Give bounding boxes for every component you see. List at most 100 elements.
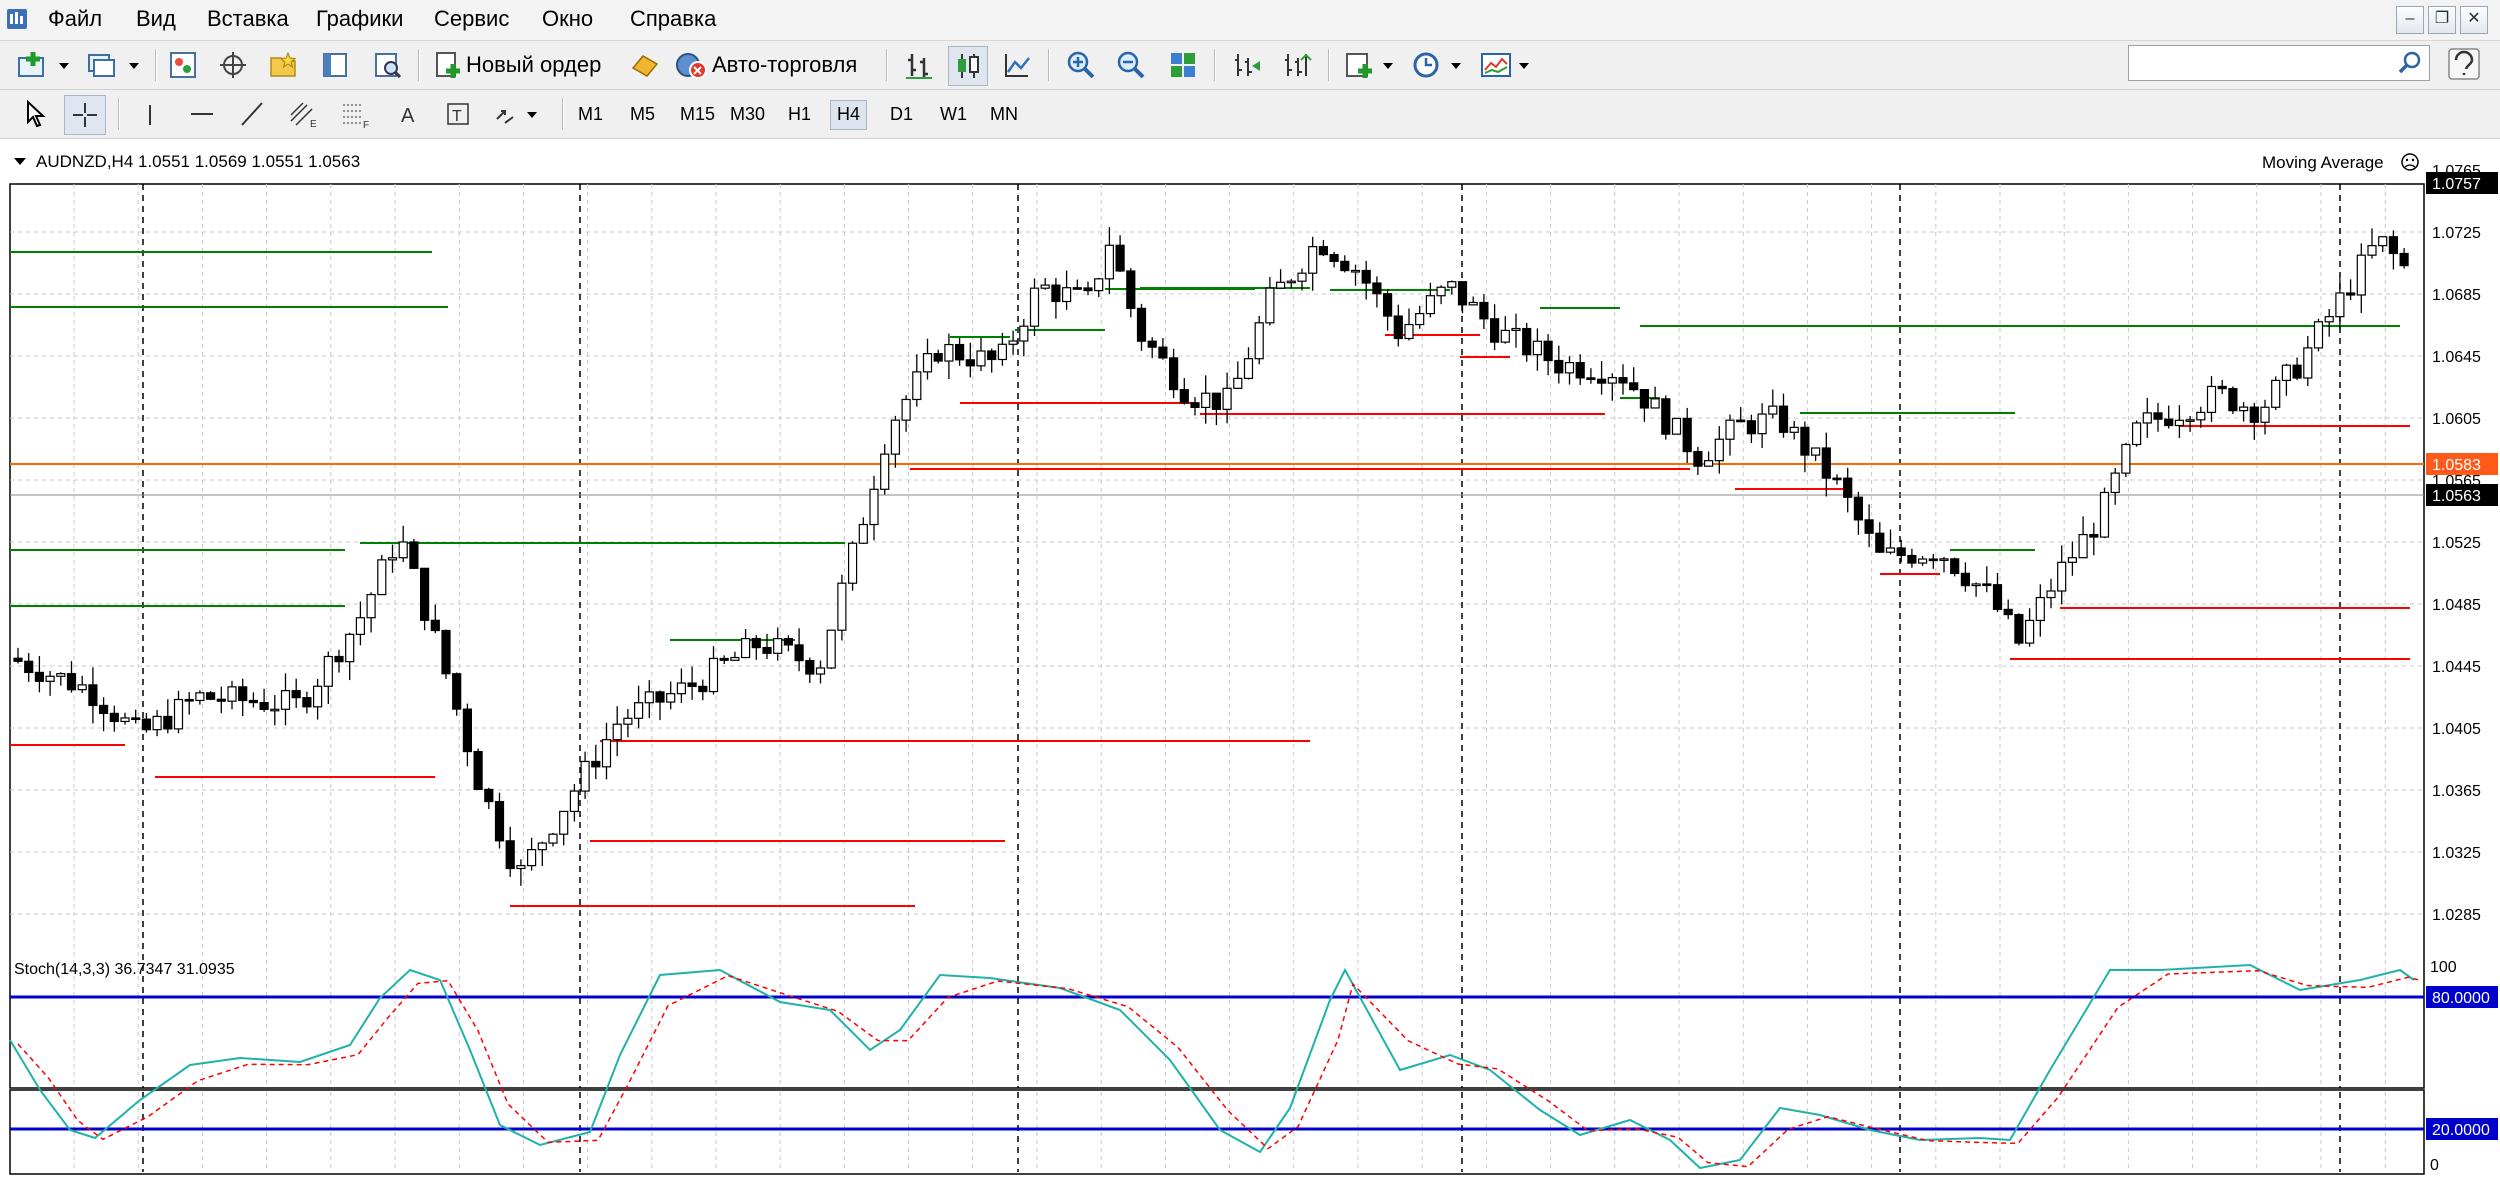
candle-body bbox=[462, 708, 472, 753]
timeframe-m30[interactable]: M30 bbox=[730, 104, 766, 124]
candle-body bbox=[1564, 361, 1575, 374]
zoom-out-button[interactable] bbox=[1112, 46, 1150, 84]
candlesticks bbox=[13, 227, 2409, 886]
navigator-button[interactable] bbox=[264, 46, 302, 84]
timeframe-m5[interactable]: M5 bbox=[630, 104, 656, 124]
candle-body bbox=[1158, 346, 1168, 359]
autotrading-button[interactable]: Авто-торговля bbox=[674, 46, 874, 84]
candle-body bbox=[644, 691, 654, 704]
candle-body bbox=[740, 637, 751, 659]
search-icon[interactable] bbox=[2397, 50, 2423, 76]
price-chart[interactable]: 1.07651.07251.06851.06451.06051.05651.05… bbox=[0, 140, 2500, 1175]
menu-window[interactable]: Окно bbox=[542, 6, 594, 31]
candle-body bbox=[901, 398, 911, 421]
indicators-button[interactable] bbox=[1342, 46, 1402, 84]
trendline-button[interactable] bbox=[234, 95, 270, 133]
cursor-button[interactable] bbox=[16, 95, 52, 133]
timeframe-mn[interactable]: MN bbox=[990, 104, 1018, 124]
tile-windows-button[interactable] bbox=[1164, 46, 1202, 84]
minimize-button[interactable]: – bbox=[2396, 6, 2424, 34]
candle-body bbox=[452, 673, 462, 710]
horizontal-line-button[interactable] bbox=[184, 95, 220, 133]
timeframe-w1[interactable]: W1 bbox=[940, 104, 967, 124]
metaeditor-button[interactable] bbox=[626, 46, 664, 84]
candle-body bbox=[2292, 364, 2302, 379]
candle-body bbox=[2142, 412, 2152, 424]
candle-body bbox=[387, 557, 398, 561]
candle-body bbox=[280, 690, 291, 710]
bar-chart-button[interactable] bbox=[900, 46, 938, 84]
new-order-button[interactable]: Новый ордер bbox=[432, 46, 612, 84]
timeframe-m15[interactable]: M15 bbox=[680, 104, 716, 124]
candle-body bbox=[1168, 357, 1179, 391]
vertical-line-button[interactable] bbox=[132, 95, 168, 133]
candle-body bbox=[708, 657, 719, 693]
timeframe-m1[interactable]: M1 bbox=[578, 104, 604, 124]
candle-body bbox=[837, 582, 847, 631]
candle-body bbox=[24, 660, 34, 674]
text-button[interactable]: A bbox=[390, 95, 426, 133]
restore-button[interactable]: ❐ bbox=[2428, 6, 2456, 34]
new-chart-button[interactable] bbox=[14, 46, 74, 84]
candle-body bbox=[1960, 572, 1971, 587]
market-watch-button[interactable] bbox=[164, 46, 202, 84]
fibonacci-button[interactable]: F bbox=[336, 95, 376, 133]
terminal-button[interactable] bbox=[316, 46, 354, 84]
timeframe-h1[interactable]: H1 bbox=[788, 104, 812, 124]
templates-icon bbox=[1481, 53, 1529, 77]
zoom-in-button[interactable] bbox=[1062, 46, 1100, 84]
timeframe-d1[interactable]: D1 bbox=[890, 104, 914, 124]
candle-body bbox=[922, 353, 933, 373]
candle-body bbox=[965, 359, 975, 367]
equidistant-channel-button[interactable]: E bbox=[284, 95, 324, 133]
close-button[interactable]: ✕ bbox=[2460, 6, 2488, 34]
strategy-tester-button[interactable] bbox=[368, 46, 406, 84]
candle-body bbox=[1810, 447, 1821, 456]
community-button[interactable] bbox=[2442, 45, 2486, 83]
candle-body bbox=[1104, 244, 1115, 280]
menu-view[interactable]: Вид bbox=[136, 6, 176, 31]
candle-body bbox=[1447, 281, 1457, 288]
arrows-button[interactable] bbox=[490, 95, 546, 133]
chart-shift-button[interactable] bbox=[1228, 46, 1266, 84]
chart-window: 1.0765 1.0725 1.0685 1.0645 1.0605 1.0565 1.05… bbox=[0, 140, 2500, 1175]
candle-body bbox=[1372, 282, 1382, 295]
price-tick: 1.0645 bbox=[2432, 349, 2481, 366]
price-badge-high: 1.0757 bbox=[2426, 172, 2498, 194]
data-window-button[interactable] bbox=[214, 46, 252, 84]
periods-button[interactable] bbox=[1410, 46, 1470, 84]
menu-help[interactable]: Справка bbox=[630, 6, 717, 31]
candle-body bbox=[2132, 422, 2142, 446]
templates-button[interactable] bbox=[1478, 46, 1538, 84]
candle-body bbox=[173, 698, 184, 730]
collapse-triangle-icon[interactable] bbox=[14, 158, 26, 165]
candle-body bbox=[313, 685, 323, 708]
profiles-button[interactable] bbox=[84, 46, 144, 84]
candle-body bbox=[1083, 287, 1093, 292]
candle-body bbox=[409, 541, 419, 569]
search-input[interactable] bbox=[2128, 45, 2430, 81]
price-axis: 1.07651.07251.06851.06451.06051.05651.05… bbox=[2432, 163, 2481, 924]
candle-body bbox=[2099, 491, 2110, 538]
candle-body bbox=[869, 488, 879, 526]
community-icon bbox=[2448, 48, 2480, 80]
crosshair-button[interactable] bbox=[64, 95, 106, 135]
menu-file[interactable]: Файл bbox=[48, 6, 103, 31]
candle-body bbox=[2356, 254, 2366, 296]
svg-text:F: F bbox=[363, 120, 369, 129]
menu-tools[interactable]: Сервис bbox=[434, 6, 510, 31]
line-chart-button[interactable] bbox=[998, 46, 1036, 84]
chart-shift-icon bbox=[1235, 54, 1260, 76]
candle-body bbox=[1457, 281, 1468, 306]
auto-scroll-button[interactable] bbox=[1278, 46, 1316, 84]
candle-body bbox=[1436, 286, 1446, 297]
menu-insert[interactable]: Вставка bbox=[207, 6, 289, 31]
candlestick-chart-button[interactable] bbox=[948, 46, 988, 86]
text-label-button[interactable]: T bbox=[440, 95, 476, 133]
candle-body bbox=[1061, 287, 1072, 303]
candle-body bbox=[473, 750, 483, 791]
candle-body bbox=[2378, 236, 2388, 247]
menu-charts[interactable]: Графики bbox=[316, 6, 404, 31]
timeframe-h4[interactable]: H4 bbox=[830, 100, 868, 130]
candle-body bbox=[2057, 561, 2067, 592]
